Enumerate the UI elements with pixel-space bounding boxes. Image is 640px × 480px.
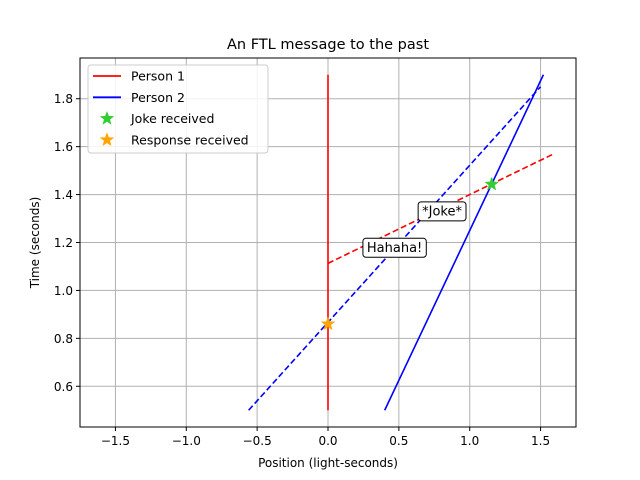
annotation-box: Hahaha! [362,237,427,258]
annotation-frame [417,201,467,222]
x-axis-label: Position (light-seconds) [258,456,398,470]
y-tick-label: 1.0 [54,284,73,298]
y-tick-label: 1.8 [54,92,73,106]
person-2-line [383,74,545,411]
legend: Person 1 Person 2 Joke received Response re… [87,64,269,154]
legend-label-person-1: Person 1 [131,69,185,84]
legend-label-joke-received: Joke received [130,111,214,126]
legend-frame [87,64,269,154]
annotation-text: *Joke* [422,204,462,219]
y-axis-label: Time (seconds) [28,197,42,290]
annotation-layer: *Joke* Hahaha! [362,201,467,258]
marker-layer [320,176,500,331]
legend-swatch-response-received [99,132,115,147]
x-tick-label: −0.5 [243,434,272,448]
x-tick-label: −1.0 [172,434,201,448]
axis-ticks: −1.5 −1.0 −0.5 0.0 0.5 1.0 1.5 0.6 0.8 1.0 1.2 1.4 1… [54,92,550,448]
x-tick-label: 1.5 [531,434,550,448]
y-tick-label: 1.4 [54,188,73,202]
x-tick-label: 1.0 [460,434,479,448]
annotation-text: Hahaha! [367,241,422,256]
y-tick-label: 0.8 [54,332,73,346]
response-received-star-marker [320,316,336,331]
annotation-frame [362,237,427,258]
joke-received-star-marker [484,176,500,191]
y-tick-label: 0.6 [54,380,73,394]
x-tick-label: 0.0 [318,434,337,448]
legend-label-person-2: Person 2 [131,90,185,105]
y-tick-label: 1.6 [54,140,73,154]
x-tick-label: −1.5 [101,434,130,448]
legend-swatch-joke-received [99,110,115,125]
legend-label-response-received: Response received [131,132,249,147]
annotation-box: *Joke* [417,201,467,222]
y-tick-label: 1.2 [54,236,73,250]
chart-title: An FTL message to the past [227,37,429,53]
x-tick-label: 0.5 [389,434,408,448]
